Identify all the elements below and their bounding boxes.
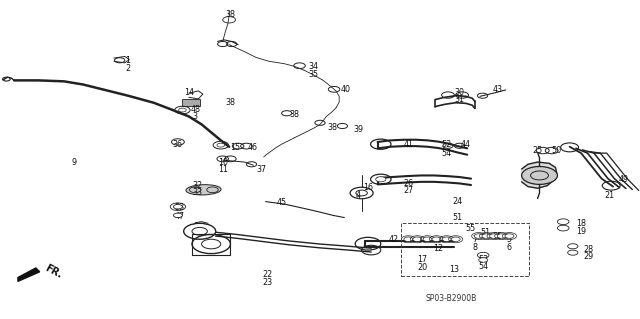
Text: 45: 45 (276, 198, 287, 207)
Text: 33: 33 (192, 188, 202, 197)
Circle shape (474, 234, 483, 238)
Text: 28: 28 (584, 245, 594, 254)
Text: 40: 40 (340, 85, 351, 94)
Text: 54: 54 (478, 262, 488, 271)
Text: 34: 34 (308, 63, 319, 71)
Text: 4: 4 (356, 191, 361, 200)
Text: 10: 10 (218, 158, 228, 167)
Text: 14: 14 (184, 88, 194, 97)
Text: 12: 12 (433, 244, 444, 253)
Text: 6: 6 (506, 243, 511, 252)
Text: 54: 54 (442, 149, 452, 158)
Text: 20: 20 (417, 263, 428, 272)
Text: 48: 48 (190, 105, 200, 114)
Circle shape (173, 213, 182, 218)
Text: 50: 50 (552, 146, 562, 155)
Bar (401, 223, 529, 276)
Text: 18: 18 (576, 219, 586, 228)
Bar (182, 99, 200, 106)
Text: 41: 41 (403, 140, 413, 149)
Circle shape (479, 258, 488, 262)
Circle shape (217, 143, 225, 147)
Text: 39: 39 (353, 125, 364, 134)
Text: 55: 55 (493, 232, 503, 241)
Text: 19: 19 (576, 227, 586, 236)
Text: 47: 47 (174, 212, 184, 221)
Text: 13: 13 (449, 265, 460, 274)
Text: FR.: FR. (44, 263, 64, 280)
Circle shape (376, 177, 386, 182)
Text: 21: 21 (604, 191, 614, 200)
Text: 30: 30 (454, 88, 465, 97)
Circle shape (423, 237, 432, 241)
Text: 42: 42 (388, 235, 399, 244)
Polygon shape (522, 162, 557, 188)
Text: 7: 7 (472, 235, 477, 244)
Text: 2: 2 (125, 64, 131, 73)
Text: 32: 32 (192, 181, 202, 189)
Circle shape (451, 237, 460, 241)
Circle shape (497, 234, 506, 238)
Text: 38: 38 (289, 110, 300, 119)
Text: 22: 22 (262, 271, 273, 279)
Text: 55: 55 (465, 224, 476, 233)
Text: 25: 25 (532, 146, 543, 155)
Circle shape (179, 108, 186, 112)
Text: 46: 46 (248, 143, 258, 152)
Text: 52: 52 (442, 140, 452, 149)
Text: 51: 51 (480, 228, 490, 237)
Text: 17: 17 (417, 256, 428, 264)
Text: 38: 38 (225, 98, 236, 107)
Text: 8: 8 (472, 243, 477, 252)
Circle shape (522, 167, 557, 184)
Circle shape (173, 204, 182, 209)
Circle shape (490, 234, 499, 238)
Text: 44: 44 (461, 140, 471, 149)
Text: 53: 53 (174, 204, 184, 212)
Text: 5: 5 (506, 235, 511, 244)
Circle shape (442, 237, 451, 241)
Text: 29: 29 (584, 252, 594, 261)
Text: 43: 43 (493, 85, 503, 94)
Text: 31: 31 (454, 95, 465, 104)
Text: 52: 52 (478, 255, 488, 263)
Text: 36: 36 (173, 140, 183, 149)
Circle shape (404, 237, 413, 241)
Circle shape (432, 237, 441, 241)
Polygon shape (18, 268, 40, 281)
Text: 38: 38 (328, 123, 338, 132)
Text: 3: 3 (193, 112, 198, 121)
Circle shape (505, 234, 514, 238)
Circle shape (482, 234, 491, 238)
Text: 26: 26 (403, 179, 413, 188)
Text: 37: 37 (256, 165, 266, 174)
Text: 49: 49 (619, 175, 629, 184)
Text: 35: 35 (308, 70, 319, 78)
Text: 11: 11 (218, 165, 228, 174)
Text: 24: 24 (452, 197, 463, 206)
Text: 23: 23 (262, 278, 273, 287)
Circle shape (413, 237, 422, 241)
Text: 27: 27 (403, 186, 413, 195)
Text: 15: 15 (230, 143, 241, 152)
Text: 51: 51 (452, 213, 463, 222)
Text: 16: 16 (363, 183, 373, 192)
Text: 1: 1 (125, 56, 131, 65)
Text: SP03-B2900B: SP03-B2900B (426, 294, 477, 303)
Text: 38: 38 (225, 10, 236, 19)
Text: 9: 9 (71, 158, 76, 167)
Ellipse shape (186, 185, 221, 195)
